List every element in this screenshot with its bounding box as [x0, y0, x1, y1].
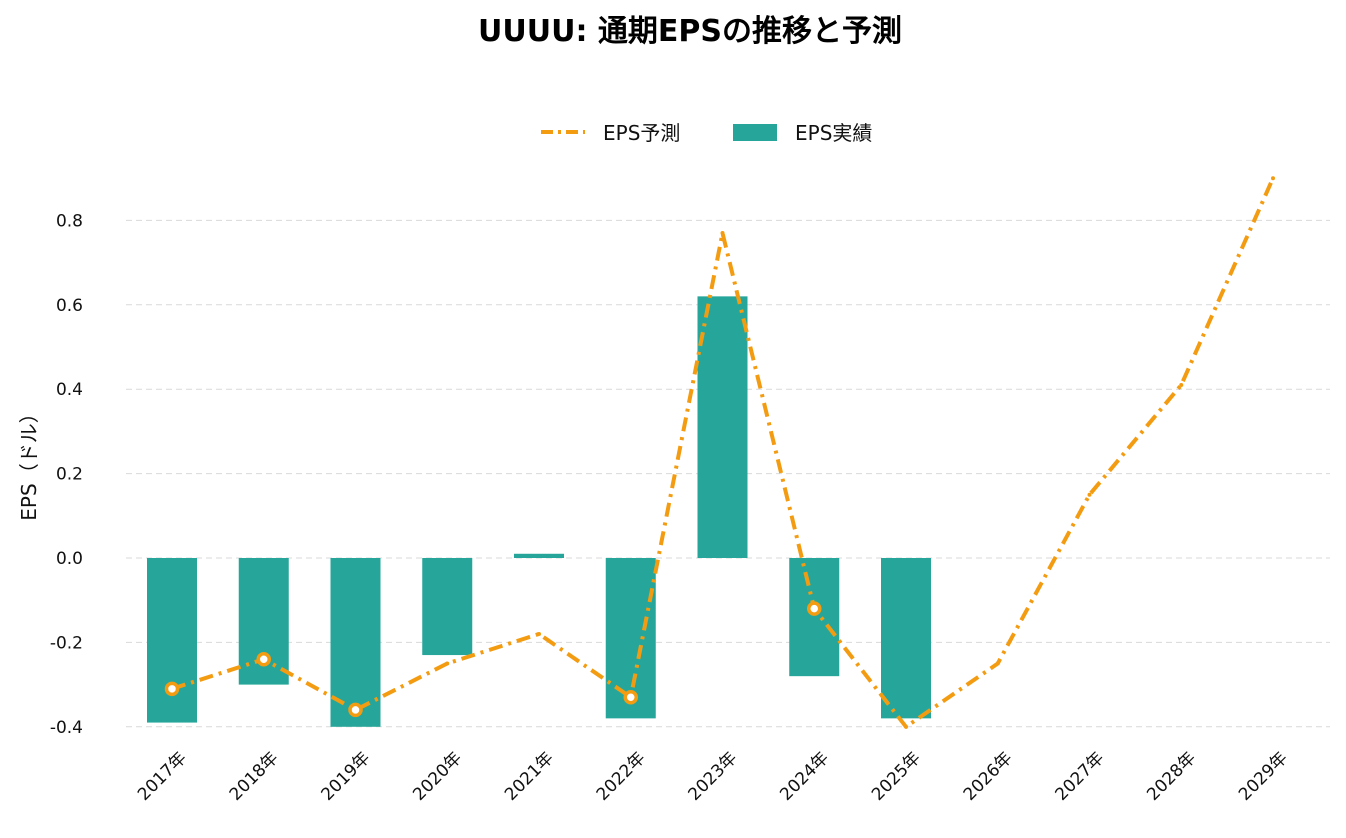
- y-axis-ticks: -0.4 -0.2 0.0 0.2 0.4 0.6 0.8: [50, 211, 83, 737]
- x-tick-label: 2028年: [1143, 748, 1200, 805]
- chart-title: UUUU: 通期EPSの推移と予測: [478, 14, 902, 49]
- x-tick-label: 2026年: [960, 748, 1017, 805]
- y-tick-label: 0.2: [56, 465, 83, 485]
- legend-item-actual[interactable]: EPS実績: [733, 121, 872, 145]
- forecast-point: [1271, 176, 1275, 181]
- forecast-point: [720, 231, 725, 236]
- bar: [422, 558, 473, 656]
- forecast-point: [1179, 382, 1184, 387]
- x-tick-label: 2017年: [134, 748, 191, 805]
- bar: [881, 558, 931, 719]
- forecast-point: [623, 690, 638, 705]
- x-tick-label: 2020年: [409, 748, 466, 805]
- line-series: [164, 176, 1275, 729]
- x-tick-label: 2022年: [593, 748, 650, 805]
- legend-forecast-label: EPS予測: [603, 121, 680, 145]
- y-axis-label: EPS（ドル）: [17, 403, 41, 520]
- legend: EPS予測 EPS実績: [541, 121, 872, 145]
- forecast-point: [807, 601, 822, 616]
- x-axis-ticks: 2017年 2018年 2019年 2020年 2021年 2022年 2023年 2024年…: [134, 748, 1292, 805]
- x-tick-label: 2024年: [776, 748, 833, 805]
- x-tick-label: 2023年: [685, 748, 742, 805]
- y-tick-label: 0.0: [56, 549, 83, 569]
- bar: [514, 553, 564, 558]
- forecast-point: [445, 661, 450, 666]
- x-tick-label: 2025年: [868, 748, 925, 805]
- forecast-point: [164, 681, 180, 697]
- forecast-point: [348, 702, 363, 718]
- x-tick-label: 2019年: [318, 748, 375, 805]
- forecast-point: [256, 652, 271, 667]
- y-tick-label: -0.2: [50, 633, 83, 653]
- forecast-point: [537, 631, 541, 636]
- legend-actual-label: EPS実績: [795, 121, 872, 145]
- y-tick-label: 0.4: [56, 380, 83, 400]
- legend-item-forecast[interactable]: EPS予測: [541, 121, 680, 145]
- x-tick-label: 2021年: [501, 748, 558, 805]
- bar: [789, 558, 840, 677]
- forecast-point: [1087, 492, 1092, 497]
- forecast-point: [995, 661, 1000, 666]
- bar: [697, 296, 748, 558]
- legend-actual-swatch: [733, 124, 777, 141]
- y-tick-label: 0.6: [56, 296, 83, 316]
- forecast-point: [904, 724, 908, 729]
- y-tick-label: 0.8: [56, 211, 83, 231]
- x-tick-label: 2018年: [226, 748, 283, 805]
- x-tick-label: 2029年: [1235, 748, 1292, 805]
- bar: [147, 558, 197, 723]
- y-tick-label: -0.4: [50, 718, 83, 738]
- x-tick-label: 2027年: [1052, 748, 1109, 805]
